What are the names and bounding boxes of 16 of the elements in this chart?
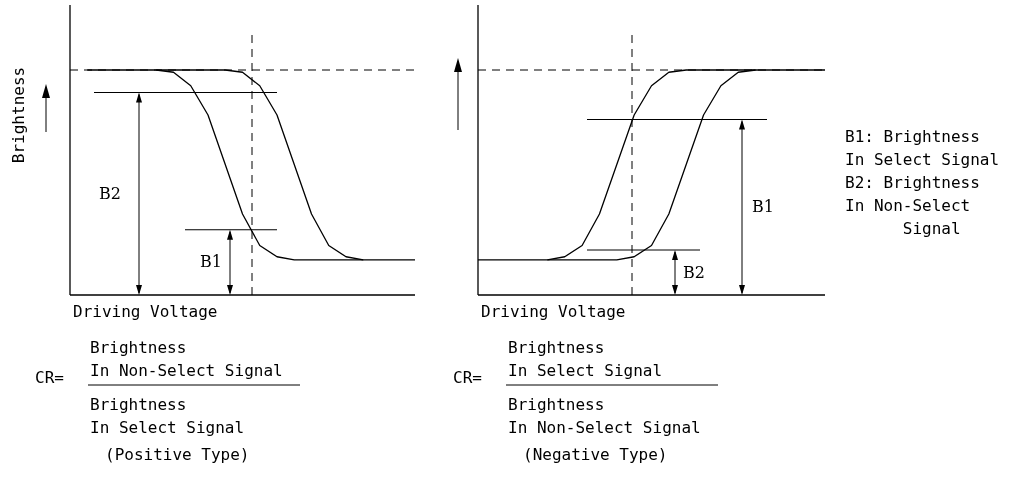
annotation: B1	[752, 197, 774, 217]
text: Brightness In Non-Select Signal	[90, 338, 283, 380]
text: Brightness In Non-Select Signal	[508, 395, 701, 437]
text: CR=	[453, 368, 482, 387]
text: CR=	[35, 368, 64, 387]
annotation: B2	[99, 183, 121, 203]
text: (Negative Type)	[523, 445, 668, 464]
annotation: B2	[683, 262, 705, 282]
x-axis-title: Driving Voltage	[73, 302, 218, 321]
annotation: B1	[200, 252, 222, 272]
x-axis-title: Driving Voltage	[481, 302, 626, 321]
text: Brightness In Select Signal	[90, 395, 245, 437]
text: B1: Brightness In Select Signal B2: Brightness In Non-Select Signal	[845, 127, 1000, 238]
y-axis-title: Brightness	[9, 66, 28, 164]
text: Brightness In Select Signal	[508, 338, 663, 380]
text: (Positive Type)	[105, 445, 250, 464]
